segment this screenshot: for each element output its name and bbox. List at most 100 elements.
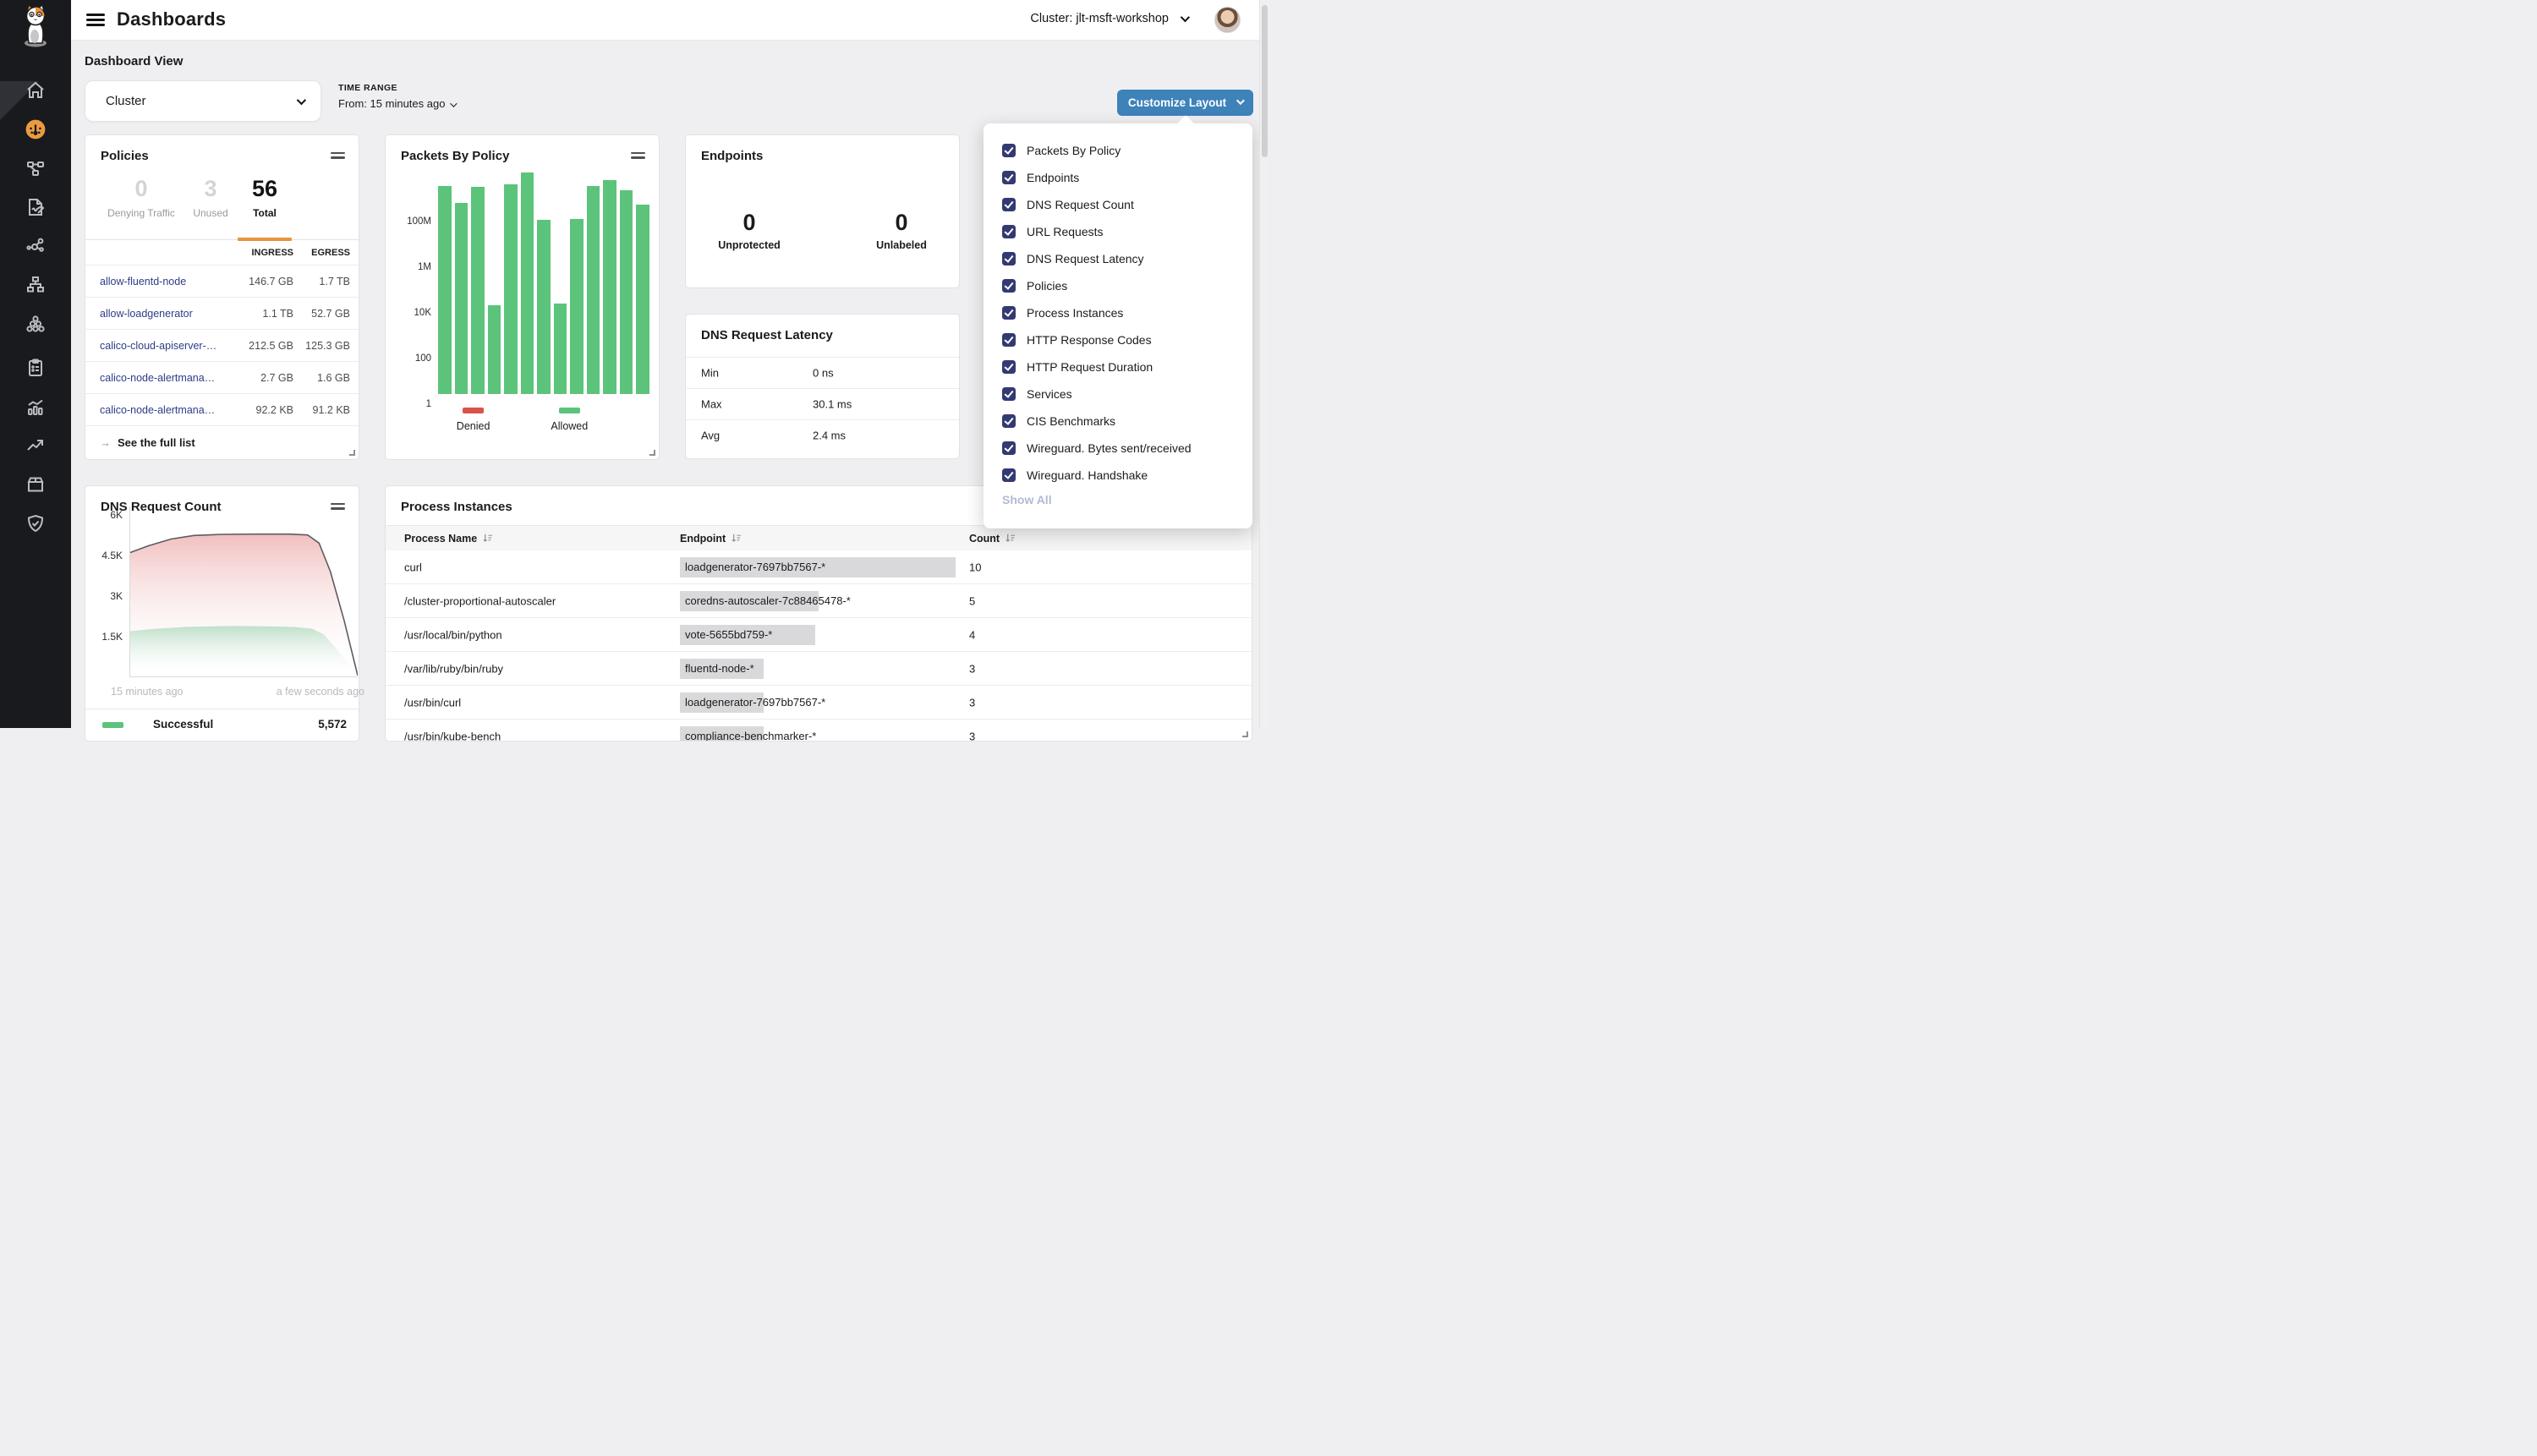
table-row: /usr/bin/curl loadgenerator-7697bb7567-*… (386, 686, 1252, 720)
chevron-down-icon (451, 100, 458, 107)
endpoint-text: vote-5655bd759-* (685, 628, 772, 641)
sidebar-item-workloads[interactable] (0, 468, 71, 501)
cluster-selector[interactable]: Cluster: jlt-msft-workshop (1030, 12, 1187, 25)
sidebar-item-compliance[interactable] (0, 352, 71, 384)
menu-item-checkbox[interactable]: HTTP Response Codes (1002, 326, 1192, 353)
sort-process-name[interactable]: Process Name (404, 533, 493, 545)
checkbox-checked-icon[interactable] (1002, 387, 1016, 401)
menu-item-checkbox[interactable]: Services (1002, 380, 1192, 408)
y-axis-tick: 4.5K (101, 550, 130, 561)
sidebar-item-home[interactable] (0, 74, 71, 107)
see-full-list-link[interactable]: →See the full list (100, 436, 195, 449)
policy-link[interactable]: allow-fluentd-node (100, 276, 186, 287)
policy-edit-icon (25, 197, 46, 217)
arrow-right-icon: → (100, 436, 111, 449)
table-row: calico-node-alertmana… 92.2 KB 91.2 KB (85, 394, 359, 426)
sidebar-item-policies[interactable] (0, 191, 71, 223)
checkbox-checked-icon[interactable] (1002, 279, 1016, 293)
menu-item-checkbox[interactable]: CIS Benchmarks (1002, 408, 1192, 435)
dns-x-axis-labels: 15 minutes ago a few seconds ago (111, 686, 364, 698)
menu-item-checkbox[interactable]: DNS Request Latency (1002, 245, 1192, 272)
time-range-value[interactable]: From: 15 minutes ago (338, 97, 455, 110)
table-row: calico-node-alertmana… 2.7 GB 1.6 GB (85, 362, 359, 394)
tab-unused[interactable]: 3 Unused (193, 176, 227, 219)
count-value: 5 (969, 594, 975, 607)
sidebar-item-hierarchy[interactable] (0, 269, 71, 301)
menu-item-checkbox[interactable]: HTTP Request Duration (1002, 353, 1192, 380)
table-row: /usr/local/bin/python vote-5655bd759-* 4 (386, 618, 1252, 652)
policy-link[interactable]: calico-node-alertmana… (100, 372, 214, 384)
card-title: Packets By Policy (401, 149, 509, 163)
checkbox-checked-icon[interactable] (1002, 252, 1016, 265)
checkbox-checked-icon[interactable] (1002, 171, 1016, 184)
sort-endpoint[interactable]: Endpoint (680, 533, 742, 545)
sidebar-item-service-graph[interactable] (0, 230, 71, 262)
sort-icon (731, 533, 742, 544)
scrollbar-thumb[interactable] (1262, 5, 1268, 157)
unprotected-stat: 0 Unprotected (718, 210, 781, 251)
hamburger-menu-icon[interactable] (86, 14, 105, 27)
tab-total[interactable]: 56 Total (252, 176, 277, 219)
checkbox-checked-icon[interactable] (1002, 306, 1016, 320)
dns-request-count-card: DNS Request Count 6K4.5K3K1.5K 15 minute… (85, 485, 359, 742)
policies-table: INGRESS EGRESS allow-fluentd-node 146.7 … (85, 240, 359, 426)
checkbox-checked-icon[interactable] (1002, 360, 1016, 374)
dns-legend-row: Successful 5,572 (85, 709, 359, 742)
sidebar-item-security[interactable] (0, 507, 71, 539)
sidebar-item-network-flows[interactable] (0, 152, 71, 184)
checkbox-checked-icon[interactable] (1002, 198, 1016, 211)
policy-link[interactable]: calico-cloud-apiserver-… (100, 340, 214, 352)
sidebar-item-dashboards[interactable] (0, 113, 71, 145)
count-value: 3 (969, 730, 975, 742)
y-axis-tick: 100M (407, 216, 438, 227)
show-all-link[interactable]: Show All (1002, 493, 1052, 506)
calico-cat-logo[interactable] (17, 4, 54, 52)
home-icon (25, 80, 46, 101)
checkbox-checked-icon[interactable] (1002, 333, 1016, 347)
table-row: /cluster-proportional-autoscaler coredns… (386, 584, 1252, 618)
page-scrollbar[interactable] (1259, 0, 1268, 728)
menu-items: Packets By Policy Endpoints DNS Request … (1002, 137, 1192, 489)
bar-allowed (636, 205, 649, 394)
checkbox-checked-icon[interactable] (1002, 441, 1016, 455)
customize-layout-button[interactable]: Customize Layout (1117, 90, 1253, 116)
menu-item-checkbox[interactable]: Endpoints (1002, 164, 1192, 191)
checkbox-checked-icon[interactable] (1002, 468, 1016, 482)
bar-allowed (620, 190, 633, 394)
menu-item-checkbox[interactable]: Wireguard. Bytes sent/received (1002, 435, 1192, 462)
sidebar-item-reports[interactable] (0, 391, 71, 423)
card-title: Policies (101, 149, 149, 163)
menu-item-checkbox[interactable]: Packets By Policy (1002, 137, 1192, 164)
user-avatar[interactable] (1214, 7, 1241, 33)
menu-item-checkbox[interactable]: URL Requests (1002, 218, 1192, 245)
sidebar-item-clusters[interactable] (0, 308, 71, 340)
drag-handle-icon[interactable] (631, 152, 645, 161)
drag-handle-icon[interactable] (331, 152, 345, 161)
checkbox-checked-icon[interactable] (1002, 414, 1016, 428)
sidebar-item-threat-feeds[interactable] (0, 430, 71, 462)
count-value: 3 (969, 662, 975, 675)
menu-item-checkbox[interactable]: Policies (1002, 272, 1192, 299)
resize-handle[interactable] (349, 450, 355, 456)
dns-area-chart: 6K4.5K3K1.5K (129, 506, 357, 677)
menu-item-checkbox[interactable]: DNS Request Count (1002, 191, 1192, 218)
menu-item-checkbox[interactable]: Wireguard. Handshake (1002, 462, 1192, 489)
sort-count[interactable]: Count (969, 533, 1016, 545)
resize-handle[interactable] (649, 450, 655, 456)
resize-handle[interactable] (1242, 731, 1248, 737)
ingress-header: INGRESS (251, 248, 293, 258)
y-axis-tick: 3K (110, 590, 130, 602)
menu-item-checkbox[interactable]: Process Instances (1002, 299, 1192, 326)
checkbox-checked-icon[interactable] (1002, 144, 1016, 157)
checkbox-checked-icon[interactable] (1002, 225, 1016, 238)
table-row: Avg 2.4 ms (686, 419, 959, 451)
endpoint-text: loadgenerator-7697bb7567-* (685, 561, 825, 573)
top-bar: Dashboards Cluster: jlt-msft-workshop (71, 0, 1268, 41)
policy-link[interactable]: allow-loadgenerator (100, 308, 193, 320)
tab-denying-traffic[interactable]: 0 Denying Traffic (107, 176, 175, 219)
policy-link[interactable]: calico-node-alertmana… (100, 404, 214, 416)
y-axis-tick: 1M (418, 262, 438, 272)
dashboard-view-select[interactable]: Cluster (85, 80, 321, 122)
y-axis-tick: 10K (414, 308, 438, 318)
process-table-body: curl loadgenerator-7697bb7567-* 10/clust… (386, 550, 1252, 742)
